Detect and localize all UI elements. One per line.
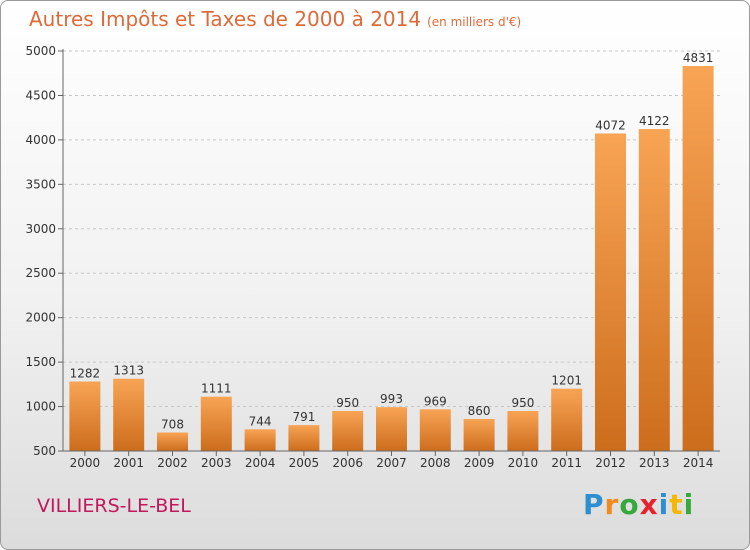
bar-value-label: 4122 [639,114,670,128]
x-tick-label: 2002 [157,456,188,470]
x-tick-label: 2008 [420,456,451,470]
bar [595,133,626,451]
bar-value-label: 1313 [113,364,144,378]
bar-value-label: 950 [336,396,359,410]
bar [638,129,670,452]
bar-layer [69,66,714,452]
logo-letter: o [619,488,640,521]
bar [507,411,539,451]
bar-value-label: 950 [511,396,534,410]
bar-value-label: 4831 [683,51,714,65]
x-tick-label: 2001 [113,456,144,470]
bar-value-label: 744 [249,414,272,428]
bar [69,381,101,451]
logo-letter: x [639,488,659,521]
x-tick-label: 2014 [683,456,714,470]
chart-subtitle: (en milliers d'€) [427,15,522,29]
bar [682,66,714,452]
bar-value-label: 791 [292,410,315,424]
x-tick-label: 2006 [332,456,363,470]
y-tick-label: 5000 [25,44,56,58]
bar [157,432,188,451]
y-tick-label: 3500 [25,177,56,191]
x-tick-label: 2003 [201,456,232,470]
x-tick-label: 2005 [289,456,320,470]
bar [113,378,145,451]
x-tick-label: 2013 [639,456,670,470]
y-tick-label: 3000 [25,222,56,236]
x-tick-label: 2012 [595,456,626,470]
logo-letter: i [658,488,670,521]
y-tick-label: 2000 [25,311,56,325]
bar-value-label: 4072 [595,118,626,132]
chart-title: Autres Impôts et Taxes de 2000 à 2014 (en… [29,7,521,31]
axis-layer: 500 1000 1500 2000 2500 3000 3500 4000 4500 5000 2… [25,44,720,470]
bar-value-label: 993 [380,392,403,406]
bar-value-label: 1201 [551,374,582,388]
bar [288,425,320,451]
y-tick-label: 500 [33,444,56,458]
x-tick-label: 2011 [551,456,582,470]
bar [419,409,451,451]
x-tick-label: 2000 [70,456,101,470]
y-tick-label: 2500 [25,266,56,280]
place-name: VILLIERS-LE-BEL [37,495,191,517]
bar [463,419,495,451]
bar-value-label: 1282 [70,366,101,380]
y-tick-label: 4500 [25,88,56,102]
bar-value-label: 969 [424,394,447,408]
bar [376,407,407,451]
logo-letter: t [669,488,684,521]
logo-letter: P [583,488,605,521]
bar [332,411,364,451]
title-text: Autres Impôts et Taxes de 2000 à 2014 [29,7,422,31]
x-tick-label: 2004 [245,456,276,470]
y-tick-label: 4000 [25,133,56,147]
label-layer: 1282 1313 708 1111 744 791 950 993 969 860 950 1201… [70,51,714,431]
bar [200,396,232,451]
bar-value-label: 1111 [201,382,232,396]
logo-letter: r [604,488,620,521]
y-tick-label: 1500 [25,355,56,369]
logo-letter: i [683,488,695,521]
bar [551,388,583,451]
bar [244,429,276,451]
y-tick-label: 1000 [25,400,56,414]
x-tick-label: 2009 [464,456,495,470]
bar-value-label: 708 [161,418,184,432]
bar-value-label: 860 [468,404,491,418]
x-tick-label: 2010 [508,456,539,470]
proxiti-logo: Proxiti [583,488,694,521]
x-tick-label: 2007 [376,456,407,470]
